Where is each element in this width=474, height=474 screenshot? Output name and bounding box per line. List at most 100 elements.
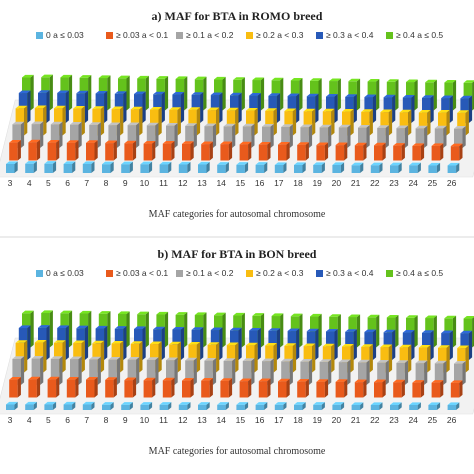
bar [415,125,428,148]
bar [374,379,386,398]
legend-swatch [316,32,323,39]
bar [169,107,181,136]
bar [246,107,258,136]
bar [201,141,213,161]
bar [217,162,229,173]
legend-label: ≥ 0.3 a < 0.4 [326,30,374,40]
bar [319,124,332,148]
bar [338,124,351,148]
x-tick-label: 5 [46,178,51,188]
bar [25,161,37,173]
bar [236,162,249,173]
bar [159,161,172,173]
x-tick-label: 16 [255,178,265,188]
bar [447,162,460,173]
legend-label: ≥ 0.1 a < 0.2 [186,30,234,40]
bar [105,377,117,398]
bar [431,380,444,398]
bar [50,121,63,148]
x-tick-label: 7 [84,415,89,425]
x-tick-label: 18 [293,415,303,425]
bar [316,142,329,161]
x-tick-label: 19 [312,178,322,188]
bar [332,402,345,410]
bar [335,142,348,161]
bar [166,123,178,148]
legend-swatch [106,32,113,39]
bar [450,143,463,161]
x-tick-label: 17 [274,415,284,425]
x-tick-label: 15 [236,178,246,188]
x-tick-label: 13 [197,178,207,188]
bar [223,123,236,148]
x-tick-label: 8 [104,178,109,188]
bar [143,141,156,161]
bar [428,162,441,173]
x-axis-title: MAF categories for autosomal chromosome [149,446,326,457]
bar [361,344,373,373]
legend-swatch [246,270,253,277]
bar [358,359,370,385]
bar [89,356,101,385]
bar [162,377,175,398]
chart-panel-a: a) MAF for BTA in ROMO breed 0 a ≤ 0.03 ≥… [0,9,474,220]
bar [159,402,172,410]
bar [89,122,101,148]
legend-label: ≥ 0.4 a ≤ 0.5 [396,30,443,40]
x-tick-label: 21 [351,178,361,188]
bar [146,122,159,148]
bar [454,126,466,148]
bar [6,161,18,173]
x-tick-label: 11 [159,178,168,188]
chart-title: b) MAF for BTA in BON breed [158,247,317,261]
x-tick-label: 6 [65,415,70,425]
bar [354,379,367,398]
bar [86,377,98,398]
bar [102,161,114,173]
bar [204,123,217,148]
bar [438,110,450,136]
legend-label: 0 a ≤ 0.03 [46,30,84,40]
bar [434,125,447,148]
x-tick-label: 12 [178,415,188,425]
bar [47,140,60,161]
bar [284,108,297,136]
legend-label: ≥ 0.4 a ≤ 0.5 [396,268,443,278]
bars-group [6,74,474,173]
x-tick-label: 25 [428,415,438,425]
bar [262,358,274,385]
bar [121,161,133,173]
bar [300,358,313,385]
bar [294,162,306,173]
bar [281,124,293,148]
x-tick-label: 3 [8,415,13,425]
bar [182,141,194,161]
bar [377,125,389,148]
bar [86,140,98,161]
x-tick-label: 14 [216,178,226,188]
legend-swatch [316,270,323,277]
x-tick-label: 17 [274,178,284,188]
bar [50,356,63,385]
bar [412,143,425,161]
bar [166,357,178,385]
bar [390,162,402,173]
bar [428,402,441,410]
x-tick-label: 15 [236,415,246,425]
bar [130,106,143,136]
x-tick-label: 5 [46,415,51,425]
bars-group [6,310,474,410]
legend-swatch [36,32,43,39]
bar [265,108,277,136]
bar [396,360,409,385]
bar [447,402,460,410]
legend-swatch [176,32,183,39]
x-tick-label: 18 [293,178,303,188]
bar [188,107,201,136]
bar [393,143,405,161]
bar [255,402,268,410]
bar [454,361,466,385]
x-tick-labels: 3 4 5 6 7 8 9 10 11 12 13 14 15 16 17 18 19 20 21 22 23 24 25 2… [8,178,457,188]
bar [9,377,21,398]
